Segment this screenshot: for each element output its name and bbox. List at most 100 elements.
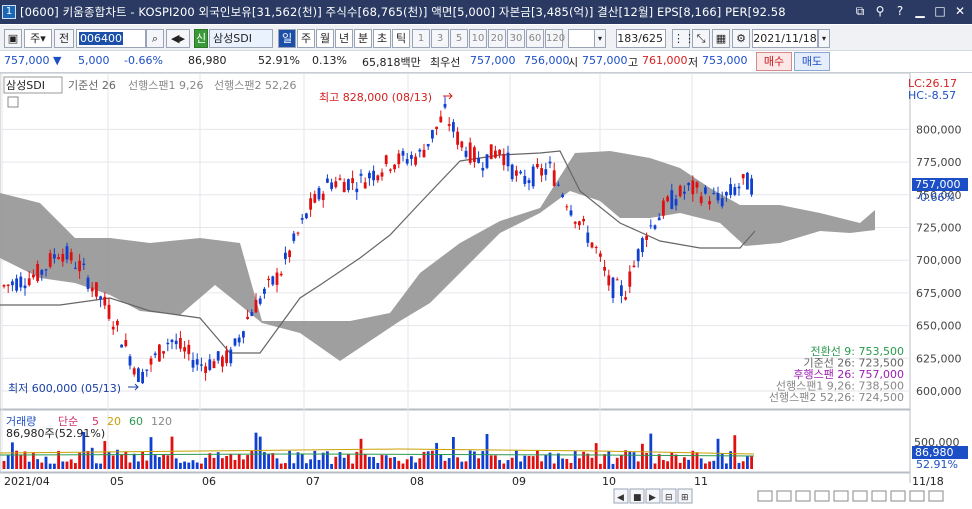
interval-tab-2[interactable]: 월 [316,29,334,48]
volume-bar [74,463,77,469]
volume-current-text: 86,980주(52.91%) [6,427,105,440]
candle-body [288,250,291,258]
restore-icon[interactable]: ⧉ [855,4,865,18]
candle-body [670,190,674,209]
candle-body [653,225,657,229]
volume-bar [485,434,489,469]
candle-body [376,175,380,181]
nav-button-4[interactable]: ⊞ [677,488,693,504]
maximize-icon[interactable]: □ [934,4,946,18]
volume-bar [599,463,602,469]
volume-bar [351,463,354,469]
minute-tab-10[interactable]: 10 [469,29,487,48]
minute-tab-5[interactable]: 5 [450,29,468,48]
buy-button[interactable]: 매수 [756,52,792,71]
search-icon[interactable]: ⌕ [146,29,164,48]
interval-tab-4[interactable]: 분 [354,29,372,48]
minute-tab-3[interactable]: 3 [431,29,449,48]
count-field[interactable]: 183/625 [616,29,666,48]
panel-collapse-icon[interactable] [7,96,19,108]
interval-tab-3[interactable]: 년 [335,29,353,48]
candle-body [292,233,296,241]
volume-bar [565,458,569,469]
volume-bar [405,459,409,469]
volume-bar [519,461,522,469]
candle-body [111,326,115,330]
price-chart[interactable]: 600,000 625,000 650,000 675,000 700,000 725,0… [0,73,972,509]
calendar-icon[interactable]: ▾ [818,29,830,48]
settings-icon[interactable]: ⚙ [732,29,750,48]
minimize-icon[interactable]: ▁ [915,4,925,18]
volume-bar [670,452,674,469]
period-select[interactable]: 주▾ [24,29,52,48]
candle-body [300,218,304,220]
minute-tab-20[interactable]: 20 [488,29,506,48]
stock-name-field[interactable]: 삼성SDI [209,29,273,48]
indicator-icon[interactable]: ⋮⋮ [672,29,695,48]
volume-bar [401,463,405,469]
sell-button[interactable]: 매도 [794,52,830,71]
grid-icon[interactable]: ▦ [712,29,730,48]
pin-icon[interactable]: ⚲ [875,4,885,18]
minute-tab-1[interactable]: 1 [412,29,430,48]
candle-body [179,337,182,349]
minute-tab-60[interactable]: 60 [526,29,544,48]
volume-bar [137,461,140,469]
volume-bar [246,455,249,469]
volume-bar [212,457,216,469]
nav-button-3[interactable]: ⊟ [661,488,677,504]
volume-bar [649,433,653,469]
volume-bar [615,457,619,469]
interval-tab-6[interactable]: 틱 [392,29,410,48]
candle-body [519,171,522,174]
prev-button[interactable]: 전 [54,29,74,48]
help-icon[interactable]: ? [896,4,904,18]
candle-body [691,180,695,195]
candle-body [641,238,644,253]
close-icon[interactable]: ✕ [954,4,966,18]
candle-body [527,180,531,184]
volume-bar [95,463,98,469]
volume-bar [242,459,245,469]
minute-tab-120[interactable]: 120 [545,29,565,48]
volume-bar [552,463,556,469]
drawing-icon[interactable]: ⤡ [692,29,710,48]
nav-button-0[interactable]: ◀ [613,488,629,504]
candle-body [422,149,426,158]
volume-bar [678,462,682,469]
speaker-icon[interactable]: ◀▸ [166,29,190,48]
legend-span-a: 선행스팬1 9,26 [128,79,203,92]
interval-tab-0[interactable]: 일 [278,29,296,48]
candle-body [557,184,560,186]
candle-body [305,213,308,219]
interval-tab-1[interactable]: 주 [297,29,315,48]
chart-type-icon[interactable]: ▣ [4,29,22,48]
volume-bar [741,461,745,469]
candle-body [590,242,594,248]
nav-button-glyph: ◀ [617,493,624,503]
nav-button-2[interactable]: ▶ [645,488,661,504]
stock-code-input[interactable]: 006400 [76,29,146,48]
minute-dropdown-icon[interactable]: ▾ [594,29,606,48]
candle-body [699,196,703,204]
candle-body [405,159,409,164]
volume-bar [708,461,711,469]
date-field[interactable]: 2021/11/18 [752,29,818,48]
interval-tab-5[interactable]: 초 [373,29,391,48]
candle-body [435,126,438,129]
zoom-tool-icon [871,490,887,502]
volume-bar [90,447,94,469]
candle-body [107,304,111,319]
volume-bar [162,454,165,469]
candle-body [271,276,275,285]
candle-body [418,149,422,152]
nav-button-1[interactable]: ■ [629,488,645,504]
candle-body [561,194,564,197]
volume-bar [99,463,102,469]
volume-bar [15,450,18,469]
volume-ma-item: 20 [107,415,121,428]
candle-body [53,254,56,259]
volume-bar [187,462,191,469]
minute-tab-30[interactable]: 30 [507,29,525,48]
volume-bar [300,454,304,469]
